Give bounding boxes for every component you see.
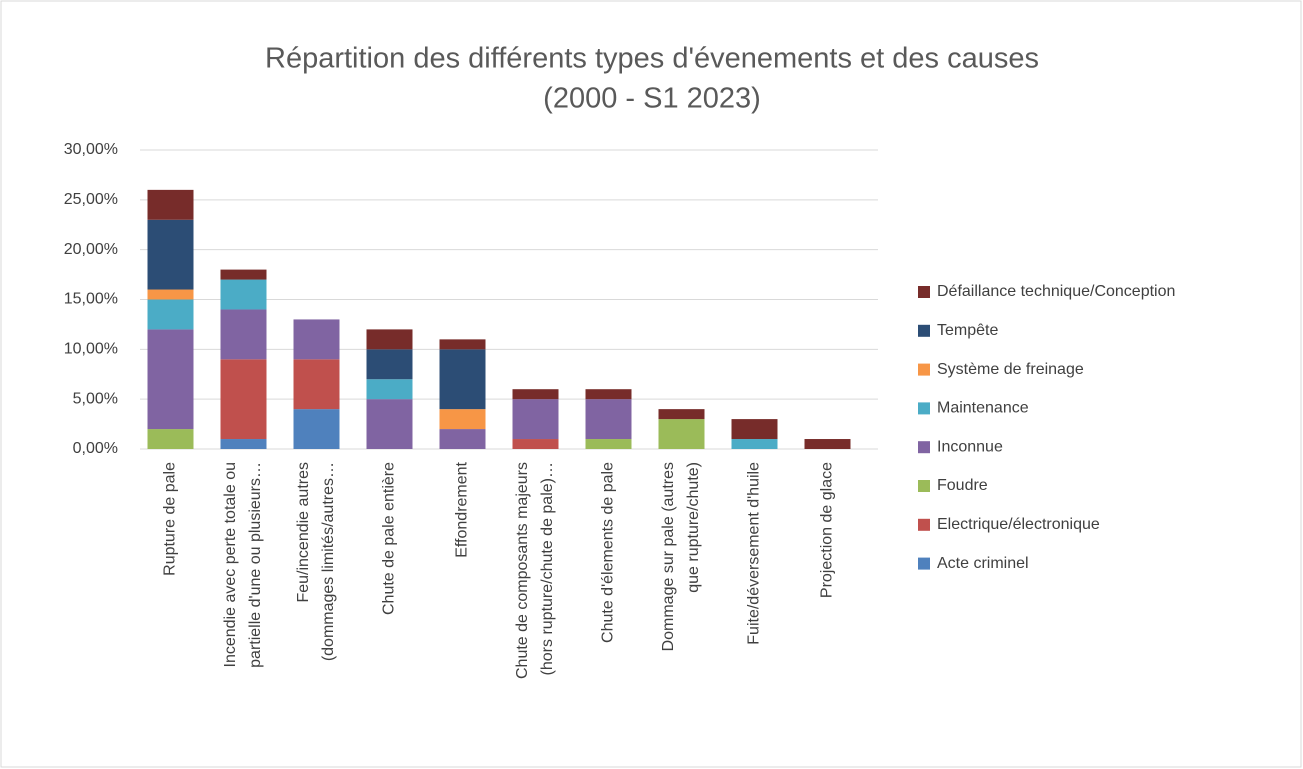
x-tick-label: que rupture/chute) bbox=[685, 462, 702, 593]
y-tick-label: 10,00% bbox=[64, 341, 118, 358]
legend-label: Tempête bbox=[937, 322, 998, 339]
bar-segment bbox=[293, 359, 340, 410]
bar-segment bbox=[366, 329, 413, 350]
legend-swatch bbox=[918, 402, 930, 415]
bar-segment bbox=[585, 389, 632, 400]
x-tick-label: Chute de composants majeurs bbox=[514, 462, 531, 679]
x-tick-label: Effondrement bbox=[454, 461, 471, 557]
bar-segment bbox=[220, 309, 267, 360]
legend-swatch bbox=[918, 557, 930, 570]
bar-segment bbox=[731, 439, 778, 449]
legend-swatch bbox=[918, 480, 930, 492]
bar-segment bbox=[439, 339, 486, 350]
legend-swatch bbox=[918, 363, 930, 376]
legend-label: Défaillance technique/Conception bbox=[937, 283, 1175, 300]
bar-segment bbox=[220, 439, 267, 449]
bar-segment bbox=[147, 329, 194, 430]
x-tick-label: Projection de glace bbox=[819, 462, 836, 598]
legend-swatch bbox=[918, 518, 930, 531]
bar-segment bbox=[585, 439, 632, 449]
bar-segment bbox=[731, 419, 778, 440]
x-tick-label: (dommages limités/autres… bbox=[320, 462, 337, 661]
bar-segment bbox=[439, 409, 486, 430]
legend-label: Electrique/électronique bbox=[937, 516, 1100, 533]
bar-segment bbox=[293, 319, 340, 360]
bar-segment bbox=[366, 379, 413, 400]
y-tick-label: 15,00% bbox=[64, 291, 118, 308]
bar-segment bbox=[366, 349, 413, 380]
bar-segment bbox=[147, 189, 194, 220]
chart-title: (2000 - S1 2023) bbox=[543, 83, 761, 115]
legend-label: Acte criminel bbox=[937, 555, 1029, 572]
legend-label: Système de freinage bbox=[937, 361, 1084, 378]
x-tick-label: Dommage sur pale (autres bbox=[660, 462, 677, 651]
x-tick-label: Fuite/déversement d'huile bbox=[746, 462, 763, 645]
legend-swatch bbox=[918, 324, 930, 337]
x-tick-label: Feu/incendie autres bbox=[295, 462, 312, 603]
bar-segment bbox=[147, 299, 194, 330]
y-tick-label: 30,00% bbox=[64, 141, 118, 158]
legend-swatch bbox=[918, 441, 930, 454]
bar-segment bbox=[658, 419, 705, 449]
x-tick-label: (hors rupture/chute de pale)… bbox=[539, 462, 556, 675]
x-tick-label: Chute d'élements de pale bbox=[600, 462, 617, 643]
bar-segment bbox=[585, 399, 632, 440]
y-tick-label: 0,00% bbox=[73, 440, 118, 457]
bar-segment bbox=[512, 399, 559, 440]
x-tick-label: partielle d'une ou plusieurs… bbox=[247, 462, 264, 668]
legend-label: Foudre bbox=[937, 477, 988, 494]
bar-segment bbox=[512, 439, 559, 449]
bar-segment bbox=[512, 389, 559, 400]
legend-label: Inconnue bbox=[937, 438, 1003, 455]
chart-title: Répartition des différents types d'évene… bbox=[265, 43, 1039, 75]
x-tick-label: Incendie avec perte totale ou bbox=[222, 462, 239, 667]
bar-segment bbox=[220, 359, 267, 440]
bar-segment bbox=[366, 399, 413, 449]
bar-segment bbox=[658, 409, 705, 420]
y-tick-label: 20,00% bbox=[64, 241, 118, 258]
bar-segment bbox=[147, 429, 194, 449]
y-tick-label: 25,00% bbox=[64, 191, 118, 208]
bar-segment bbox=[439, 429, 486, 449]
legend-swatch bbox=[918, 286, 930, 298]
bar-segment bbox=[439, 349, 486, 410]
y-tick-label: 5,00% bbox=[73, 390, 118, 407]
bar-segment bbox=[220, 269, 267, 280]
bar-segment bbox=[220, 279, 267, 310]
legend-label: Maintenance bbox=[937, 400, 1029, 417]
bar-segment bbox=[293, 409, 340, 449]
bar-segment bbox=[147, 219, 194, 290]
x-tick-label: Rupture de pale bbox=[162, 462, 179, 576]
x-tick-label: Chute de pale entière bbox=[381, 462, 398, 615]
bar-segment bbox=[147, 289, 194, 300]
bar-segment bbox=[804, 439, 851, 449]
